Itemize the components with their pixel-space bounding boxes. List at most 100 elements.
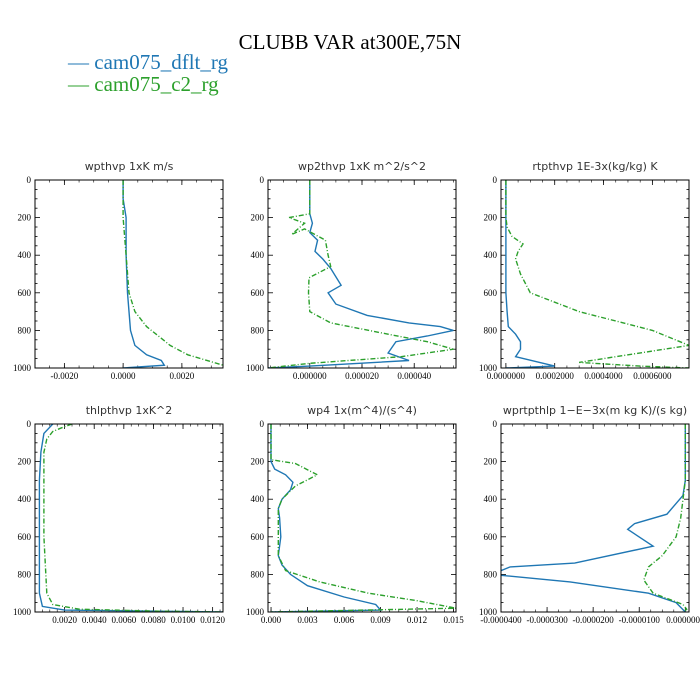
x-tick-label: -0.0020 — [51, 371, 79, 381]
y-tick-label: 800 — [251, 569, 265, 579]
panel-title: wpthvp 1xK m/s — [85, 160, 174, 173]
legend-dash: — — [68, 72, 95, 96]
y-tick-label: 1000 — [246, 363, 265, 373]
y-tick-label: 600 — [18, 288, 32, 298]
plot-frame — [500, 423, 690, 613]
y-tick-label: 400 — [18, 494, 32, 504]
plot-frame — [267, 423, 457, 613]
x-tick-label: 0.0000000 — [666, 615, 700, 625]
x-tick-label: 0.0060 — [111, 615, 136, 625]
series-line-c2 — [643, 424, 688, 612]
y-tick-label: 400 — [251, 250, 265, 260]
x-tick-label: 0.015 — [443, 615, 464, 625]
x-tick-label: 0.000020 — [345, 371, 379, 381]
x-tick-label: 0.0004000 — [584, 371, 623, 381]
y-tick-label: 600 — [251, 532, 265, 542]
y-tick-label: 0 — [27, 419, 32, 429]
x-tick-label: 0.000040 — [397, 371, 431, 381]
panel-title: wp4 1x(m^4)/(s^4) — [307, 404, 417, 417]
legend-entry-c2: — cam075_c2_rg — [68, 72, 219, 97]
x-tick-label: 0.0000000 — [487, 371, 526, 381]
y-tick-label: 0 — [27, 175, 32, 185]
y-tick-label: 200 — [484, 457, 498, 467]
chart-title: CLUBB VAR at300E,75N — [238, 30, 462, 54]
legend-label: cam075_dflt_rg — [94, 50, 229, 74]
x-tick-label: 0.000 — [261, 615, 282, 625]
panel-title: thlpthvp 1xK^2 — [86, 404, 173, 417]
x-tick-label: -0.0000400 — [480, 615, 522, 625]
y-tick-label: 200 — [251, 213, 265, 223]
x-tick-label: 0.0020 — [52, 615, 77, 625]
x-tick-label: 0.0080 — [141, 615, 166, 625]
x-tick-label: 0.0100 — [171, 615, 196, 625]
x-tick-label: 0.012 — [407, 615, 427, 625]
y-tick-label: 1000 — [479, 363, 498, 373]
y-tick-label: 400 — [251, 494, 265, 504]
x-tick-label: 0.0120 — [200, 615, 225, 625]
y-tick-label: 1000 — [479, 607, 498, 617]
y-tick-label: 800 — [484, 325, 498, 335]
x-tick-label: -0.0000200 — [573, 615, 615, 625]
series-line-c2 — [43, 424, 223, 612]
y-tick-label: 200 — [18, 457, 32, 467]
series-line-dflt — [268, 180, 454, 368]
x-tick-label: 0.003 — [297, 615, 318, 625]
plot-frame — [267, 179, 457, 369]
x-tick-label: -0.0000300 — [526, 615, 568, 625]
x-tick-label: 0.0040 — [82, 615, 107, 625]
panel-title: wp2thvp 1xK m^2/s^2 — [298, 160, 426, 173]
panel-1: wpthvp 1xK m/s 0 200 400 600 800 1000 -0.0020 0.… — [13, 160, 224, 381]
series-line-dflt — [122, 180, 166, 368]
y-tick-label: 600 — [484, 532, 498, 542]
y-tick-label: 200 — [251, 457, 265, 467]
y-tick-label: 800 — [18, 325, 32, 335]
series-line-dflt — [38, 424, 223, 612]
y-tick-label: 0 — [260, 419, 265, 429]
y-tick-label: 400 — [484, 250, 498, 260]
plot-frame — [34, 423, 224, 613]
x-tick-label: 0.006 — [334, 615, 355, 625]
y-tick-label: 0 — [493, 419, 498, 429]
y-tick-label: 800 — [251, 325, 265, 335]
panel-4: thlpthvp 1xK^2 0 200 400 600 800 1000 0.0020 0.0… — [13, 404, 226, 625]
y-tick-label: 600 — [484, 288, 498, 298]
legend-entry-dflt: — cam075_dflt_rg — [68, 50, 228, 75]
plot-frame — [34, 179, 224, 369]
legend-label: cam075_c2_rg — [94, 72, 219, 96]
series-line-c2 — [122, 180, 223, 366]
x-tick-label: 0.0000 — [111, 371, 136, 381]
y-tick-label: 1000 — [246, 607, 265, 617]
series-line-c2 — [268, 180, 454, 368]
y-tick-label: 200 — [484, 213, 498, 223]
y-tick-label: 1000 — [13, 607, 32, 617]
series-line-dflt — [270, 424, 383, 612]
y-tick-label: 200 — [18, 213, 32, 223]
y-tick-label: 800 — [484, 569, 498, 579]
panel-title: wprtpthlp 1−E−3x(m kg K)/(s kg) — [503, 404, 687, 417]
y-tick-label: 0 — [493, 175, 498, 185]
x-tick-label: 0.0002000 — [536, 371, 575, 381]
x-tick-label: 0.009 — [370, 615, 391, 625]
series-line-c2 — [270, 424, 456, 612]
x-tick-label: 0.000000 — [293, 371, 327, 381]
x-tick-label: 0.0020 — [170, 371, 195, 381]
series-line-dflt — [505, 180, 555, 368]
panel-6: wprtpthlp 1−E−3x(m kg K)/(s kg) 0 200 400 60… — [479, 404, 700, 625]
y-tick-label: 800 — [18, 569, 32, 579]
y-tick-label: 400 — [484, 494, 498, 504]
legend-dash: — — [68, 50, 95, 74]
series-line-c2 — [505, 180, 689, 368]
y-tick-label: 600 — [251, 288, 265, 298]
series-line-dflt — [501, 424, 686, 612]
y-tick-label: 0 — [260, 175, 265, 185]
y-tick-label: 1000 — [13, 363, 32, 373]
panel-2: wp2thvp 1xK m^2/s^2 0 200 400 600 800 1000 0.00… — [246, 160, 457, 381]
panel-title: rtpthvp 1E-3x(kg/kg) K — [532, 160, 658, 173]
y-tick-label: 600 — [18, 532, 32, 542]
plot-frame — [500, 179, 690, 369]
x-tick-label: 0.0006000 — [633, 371, 672, 381]
x-tick-label: -0.0000100 — [619, 615, 661, 625]
y-tick-label: 400 — [18, 250, 32, 260]
